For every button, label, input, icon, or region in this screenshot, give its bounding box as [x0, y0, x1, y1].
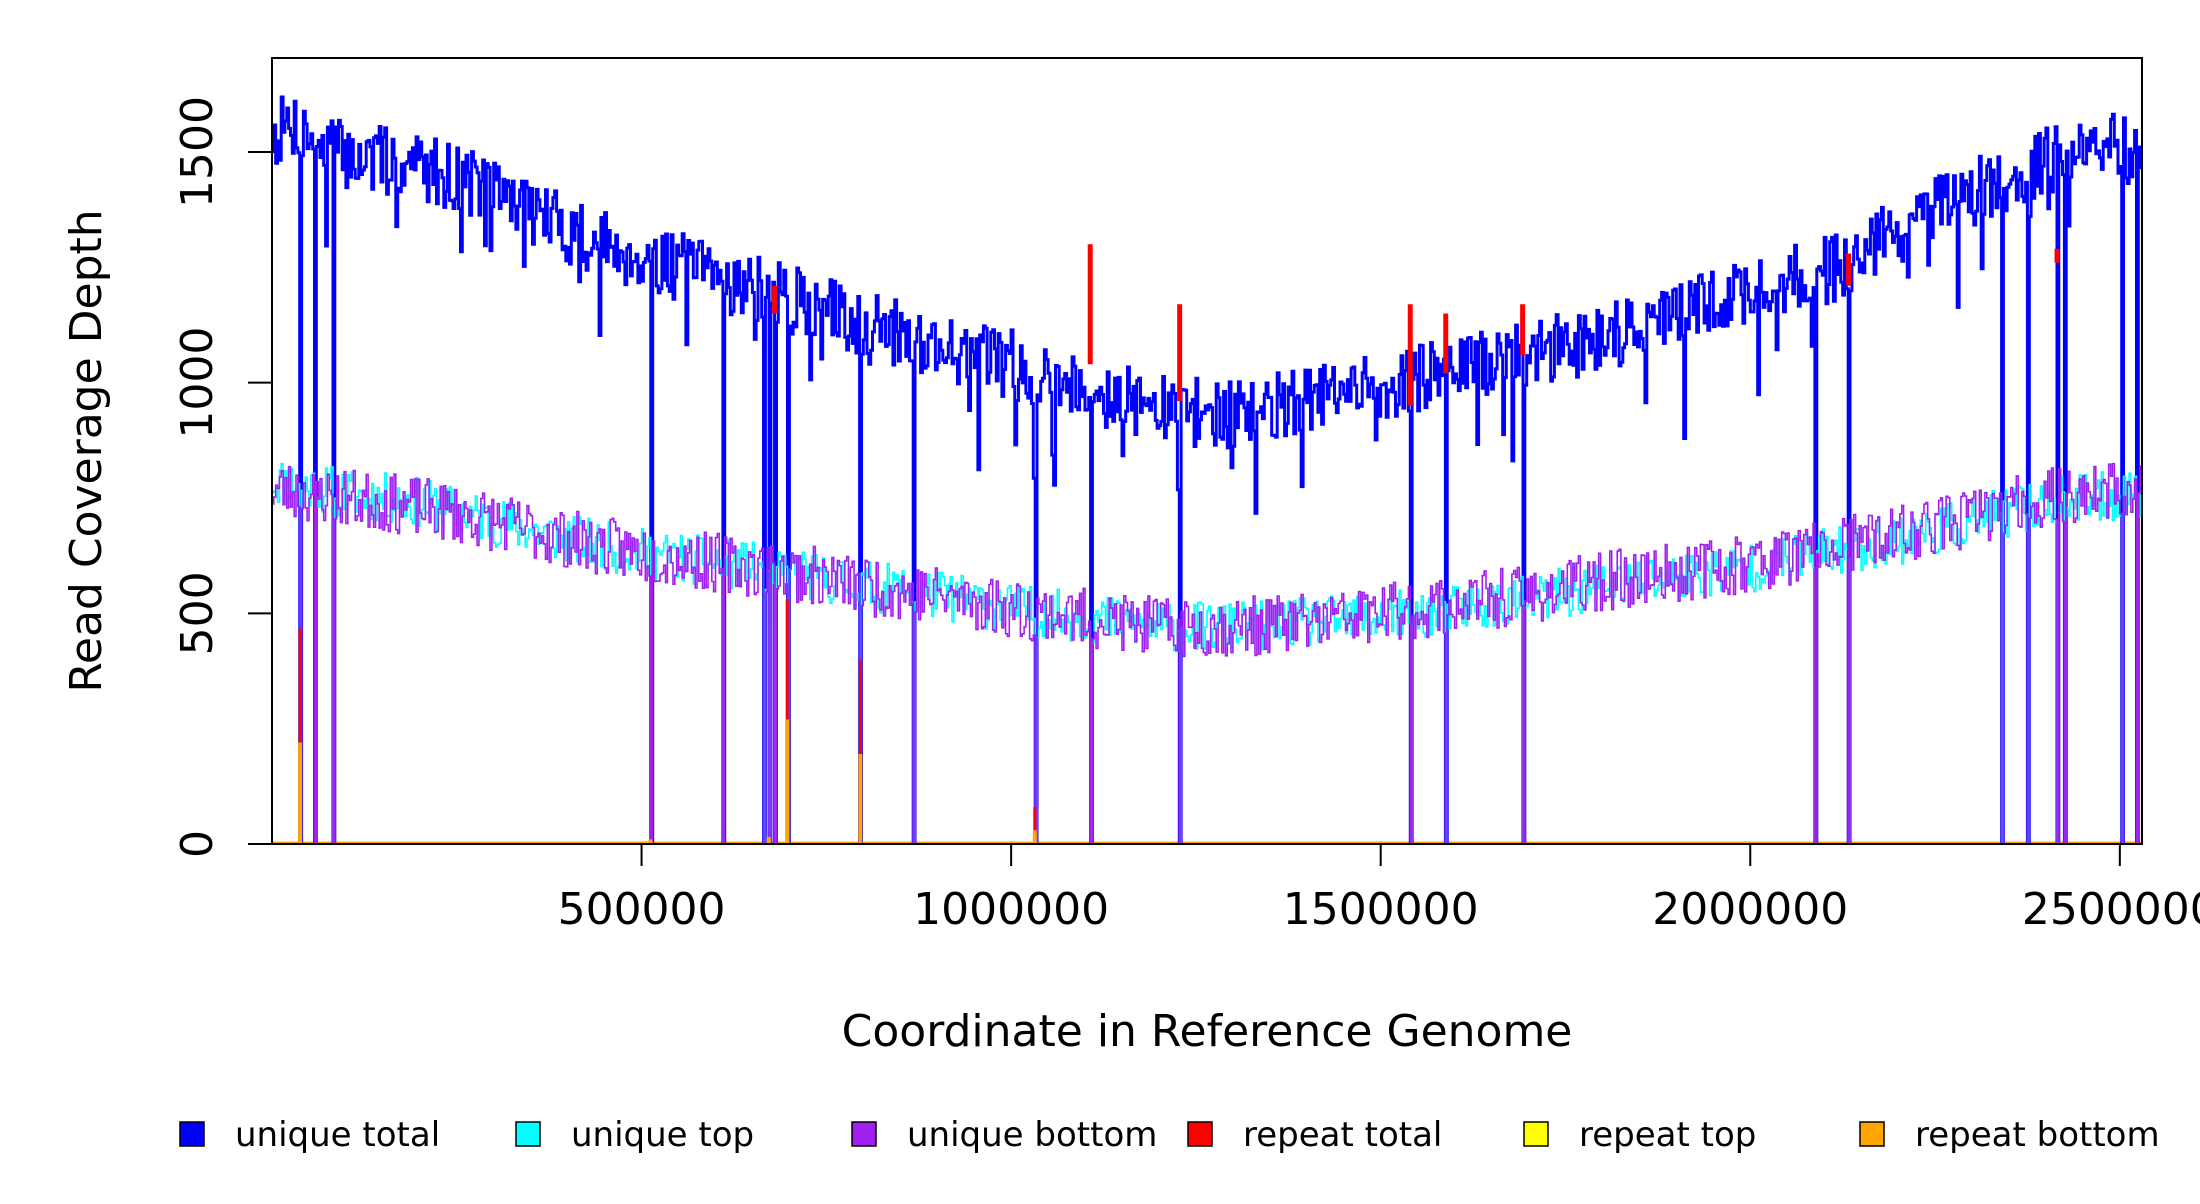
legend-swatch-unique-bottom [851, 1121, 877, 1147]
y-tick-label: 500 [172, 571, 223, 655]
x-tick-label: 500000 [558, 884, 726, 935]
x-axis-title: Coordinate in Reference Genome [842, 1006, 1573, 1057]
legend-label-unique-bottom: unique bottom [907, 1115, 1157, 1155]
series-unique-total [272, 95, 2142, 844]
series-unique-bottom [272, 462, 2142, 844]
y-tick-label: 0 [172, 830, 223, 858]
x-axis: 500000 1000000 1500000 2000000 2500000 [558, 844, 2200, 935]
x-tick-label: 1500000 [1283, 884, 1479, 935]
legend: unique total unique top unique bottom repea… [179, 1115, 2160, 1155]
legend-swatch-unique-total [179, 1121, 205, 1147]
legend-swatch-repeat-bottom [1859, 1121, 1885, 1147]
legend-label-unique-total: unique total [235, 1115, 440, 1155]
y-axis: 0 500 1000 1500 [172, 96, 272, 858]
y-tick-label: 1500 [172, 96, 223, 208]
legend-label-unique-top: unique top [571, 1115, 754, 1155]
x-tick-label: 2000000 [1652, 884, 1848, 935]
y-axis-title: Read Coverage Depth [61, 209, 112, 692]
y-tick-label: 1000 [172, 327, 223, 439]
x-tick-label: 2500000 [2022, 884, 2200, 935]
legend-label-repeat-total: repeat total [1243, 1115, 1442, 1155]
plot-frame [271, 57, 2143, 845]
series-unique-top [272, 462, 2142, 844]
legend-swatch-repeat-total [1187, 1121, 1213, 1147]
legend-label-repeat-top: repeat top [1579, 1115, 1756, 1155]
legend-swatch-repeat-top [1523, 1121, 1549, 1147]
legend-label-repeat-bottom: repeat bottom [1915, 1115, 2160, 1155]
legend-swatch-unique-top [515, 1121, 541, 1147]
x-tick-label: 1000000 [913, 884, 1109, 935]
